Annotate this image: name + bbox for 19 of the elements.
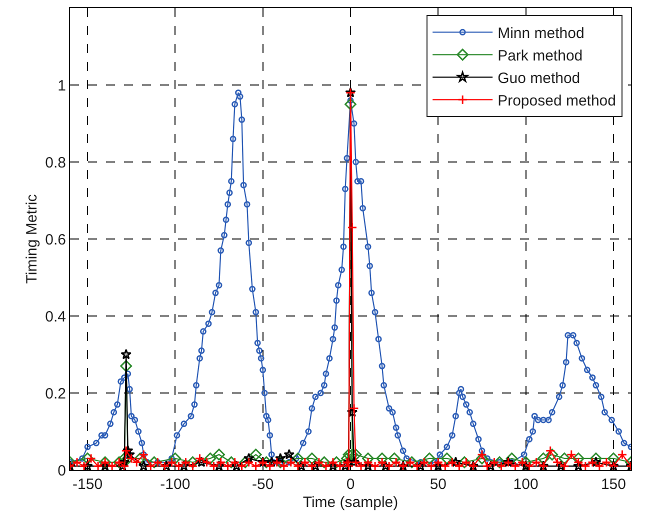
y-tick-label: 0.2: [45, 385, 66, 402]
x-tick-label: -100: [160, 476, 190, 493]
y-tick-label: 1: [58, 77, 66, 94]
x-tick-label: -150: [72, 476, 103, 493]
x-tick-label: 0: [346, 476, 355, 493]
legend-label: Guo method: [498, 70, 580, 88]
y-tick-label: 0.4: [45, 308, 66, 326]
x-tick-label: 150: [600, 476, 626, 493]
y-tick-label: 0.8: [45, 154, 66, 172]
y-tick-label: 0.6: [45, 231, 66, 248]
y-axis-title: Timing Metric: [23, 194, 40, 284]
legend-label: Minn method: [498, 25, 584, 42]
x-tick-label: 100: [513, 476, 538, 493]
x-axis-title: Time (sample): [302, 494, 398, 511]
x-tick-label: -50: [252, 476, 274, 493]
legend-label: Proposed method: [498, 92, 616, 110]
y-tick-label: 0: [58, 462, 66, 480]
x-tick-label: 50: [430, 476, 447, 493]
legend-label: Park method: [498, 48, 583, 65]
